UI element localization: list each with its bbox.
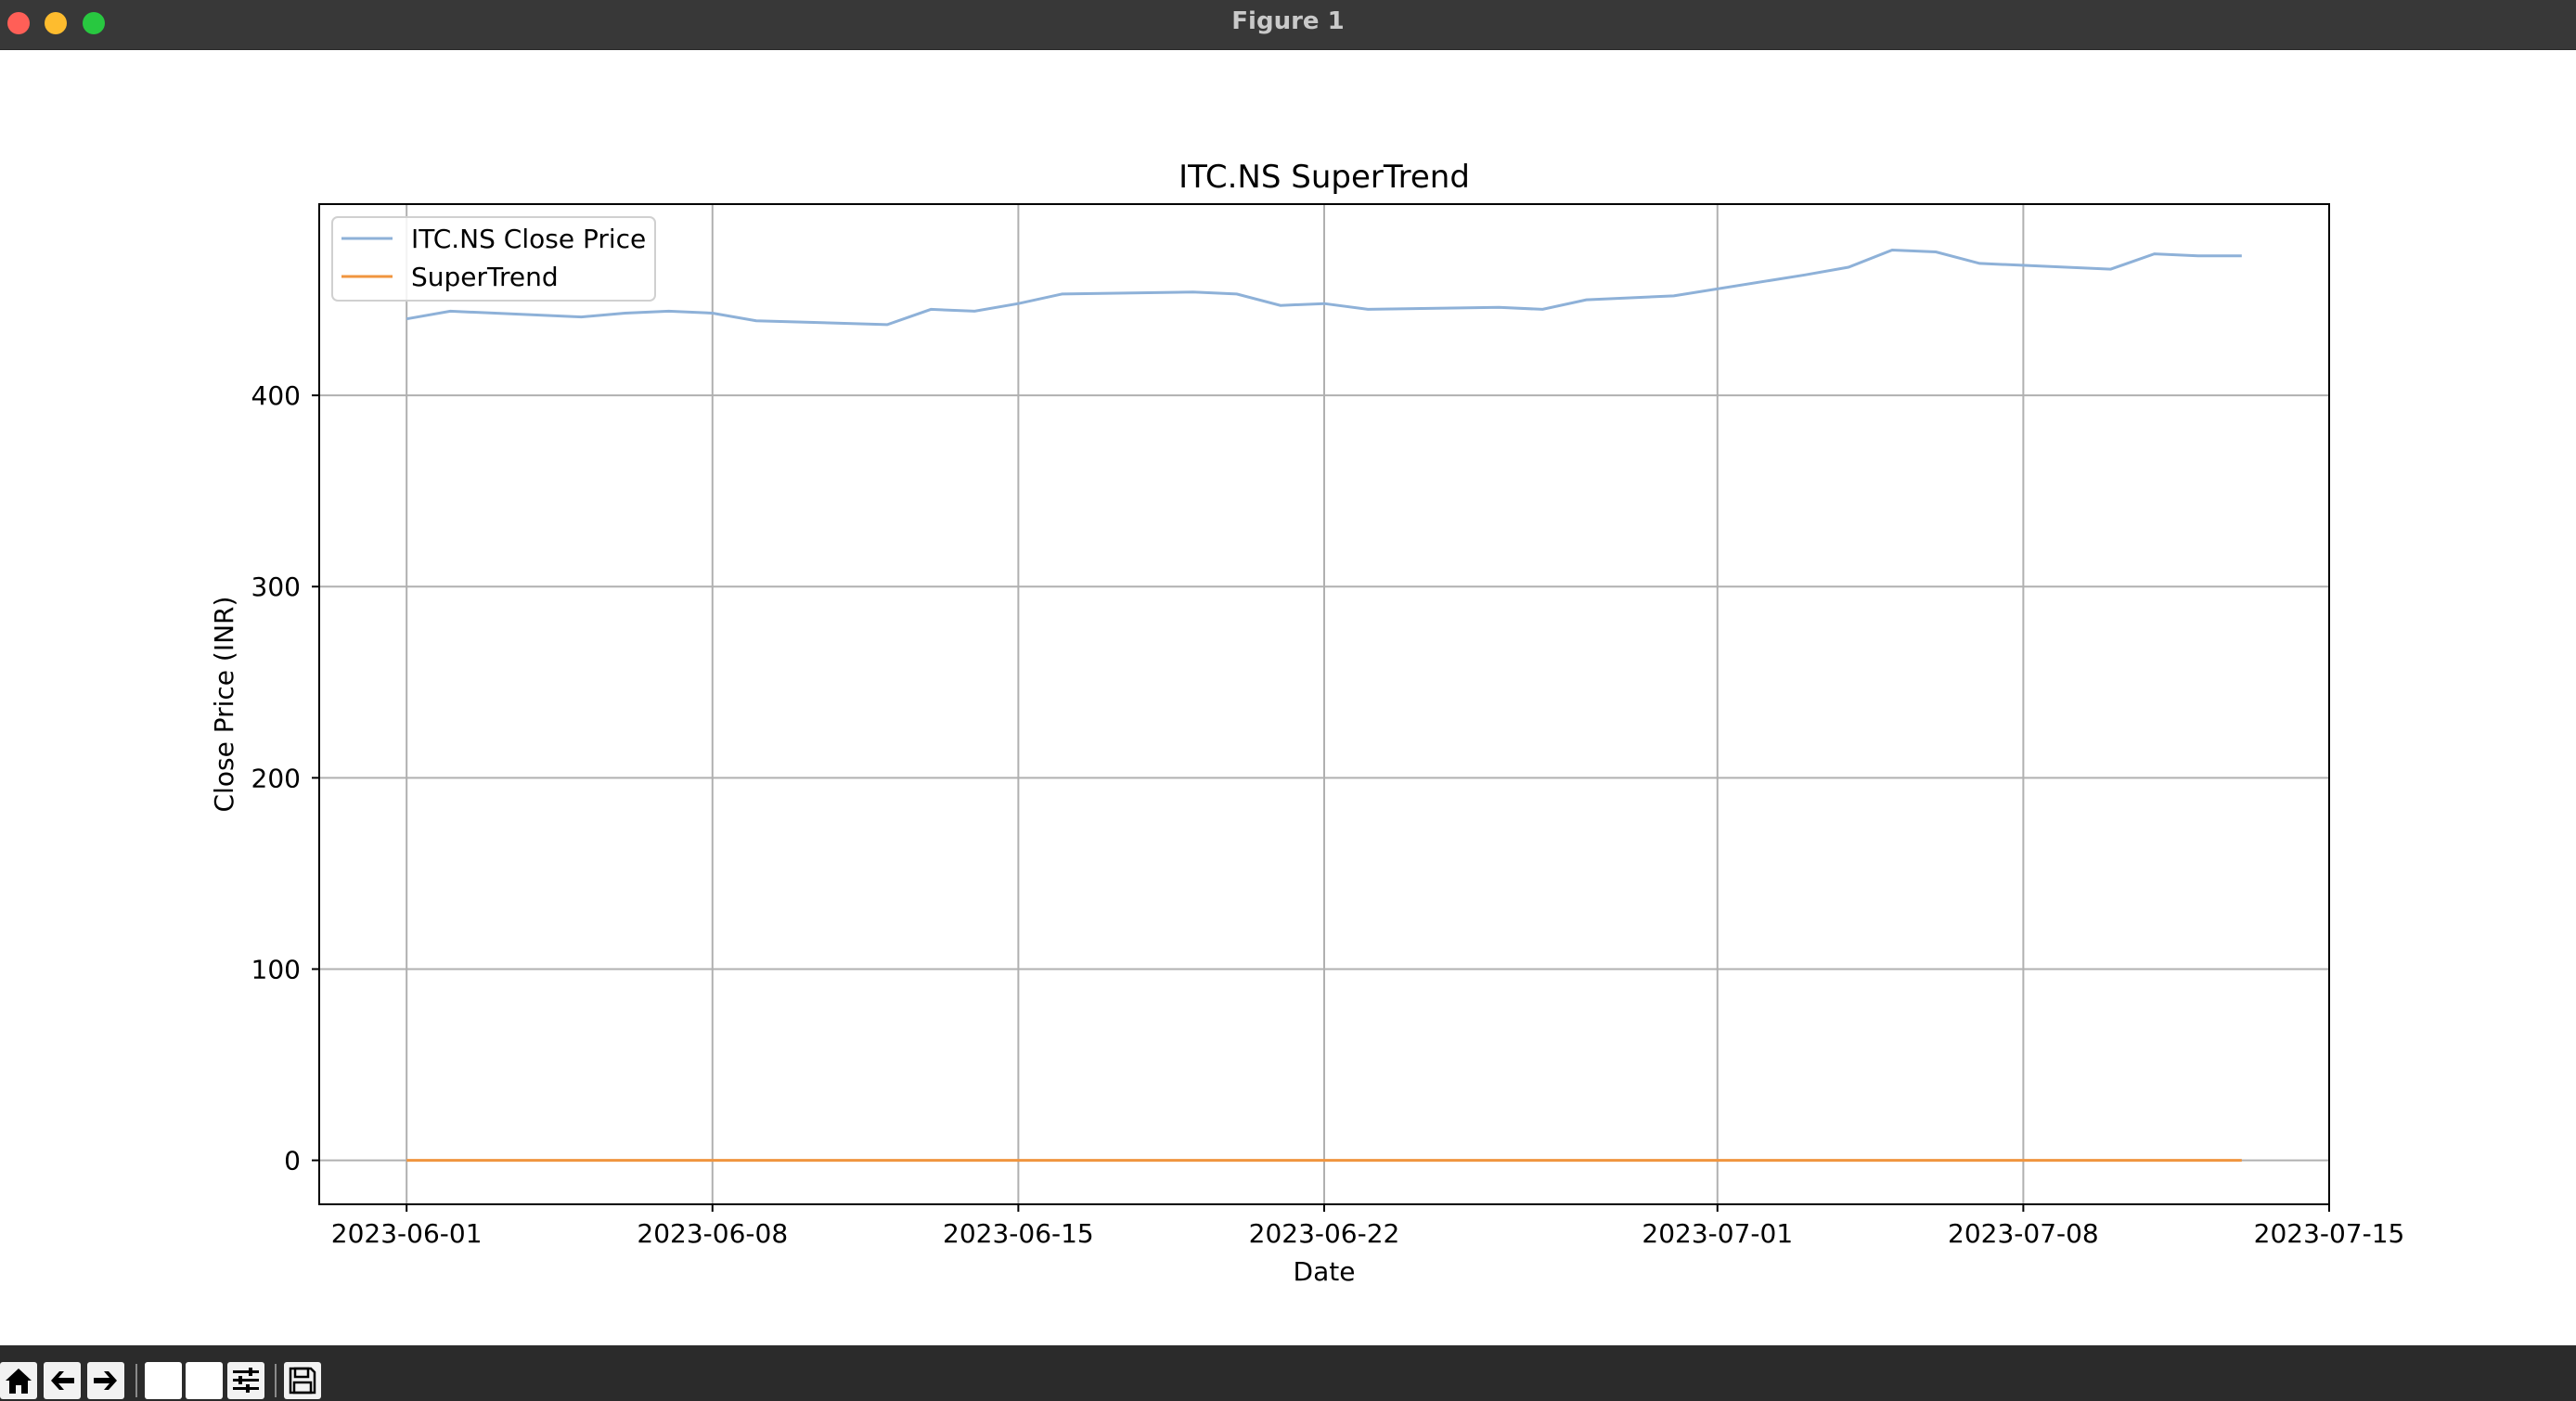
chart-title: ITC.NS SuperTrend: [1179, 159, 1470, 196]
x-tick-label: 2023-07-15: [2254, 1218, 2405, 1249]
figure-canvas: 2023-06-01 2023-06-08 2023-06-15 2023-06-22…: [0, 50, 2576, 1345]
y-axis-label: Close Price (INR): [209, 597, 239, 813]
x-axis-label: Date: [1294, 1256, 1356, 1287]
forward-arrow-icon[interactable]: [87, 1362, 124, 1399]
minimize-window-button[interactable]: [45, 12, 67, 34]
save-icon[interactable]: [284, 1362, 321, 1399]
legend-label: SuperTrend: [411, 262, 559, 292]
legend: ITC.NS Close Price SuperTrend: [331, 216, 656, 302]
x-tick-label: 2023-06-08: [637, 1218, 788, 1249]
x-tick-label: 2023-06-22: [1249, 1218, 1400, 1249]
series-line-0: [406, 248, 2242, 327]
x-tick-label: 2023-07-08: [1948, 1218, 2099, 1249]
y-tick-label: 0: [284, 1146, 301, 1176]
window-title: Figure 1: [1231, 7, 1345, 35]
zoom-icon[interactable]: [186, 1362, 223, 1399]
matplotlib-toolbar: [0, 1345, 2576, 1401]
x-tick-label: 2023-06-15: [943, 1218, 1094, 1249]
toolbar-separator: [275, 1364, 277, 1397]
x-tick-label: 2023-06-01: [331, 1218, 483, 1249]
back-arrow-icon[interactable]: [44, 1362, 81, 1399]
series-lines: [406, 248, 2242, 1163]
window-titlebar: Figure 1: [0, 0, 2576, 50]
legend-box: [331, 216, 656, 302]
axis-ticks: 2023-06-01 2023-06-08 2023-06-15 2023-06-22…: [251, 380, 2405, 1249]
grid-lines: [319, 204, 2330, 1204]
y-tick-label: 400: [251, 380, 301, 411]
close-window-button[interactable]: [7, 12, 30, 34]
y-tick-label: 200: [251, 763, 301, 793]
y-tick-label: 100: [251, 954, 301, 984]
configure-subplots-icon[interactable]: [227, 1362, 264, 1399]
y-tick-label: 300: [251, 572, 301, 602]
chart: 2023-06-01 2023-06-08 2023-06-15 2023-06-22…: [209, 159, 2405, 1287]
home-icon[interactable]: [0, 1362, 37, 1399]
toolbar-separator: [135, 1364, 137, 1397]
legend-label: ITC.NS Close Price: [411, 224, 646, 254]
pan-icon[interactable]: [145, 1362, 182, 1399]
maximize-window-button[interactable]: [83, 12, 105, 34]
x-tick-label: 2023-07-01: [1642, 1218, 1793, 1249]
